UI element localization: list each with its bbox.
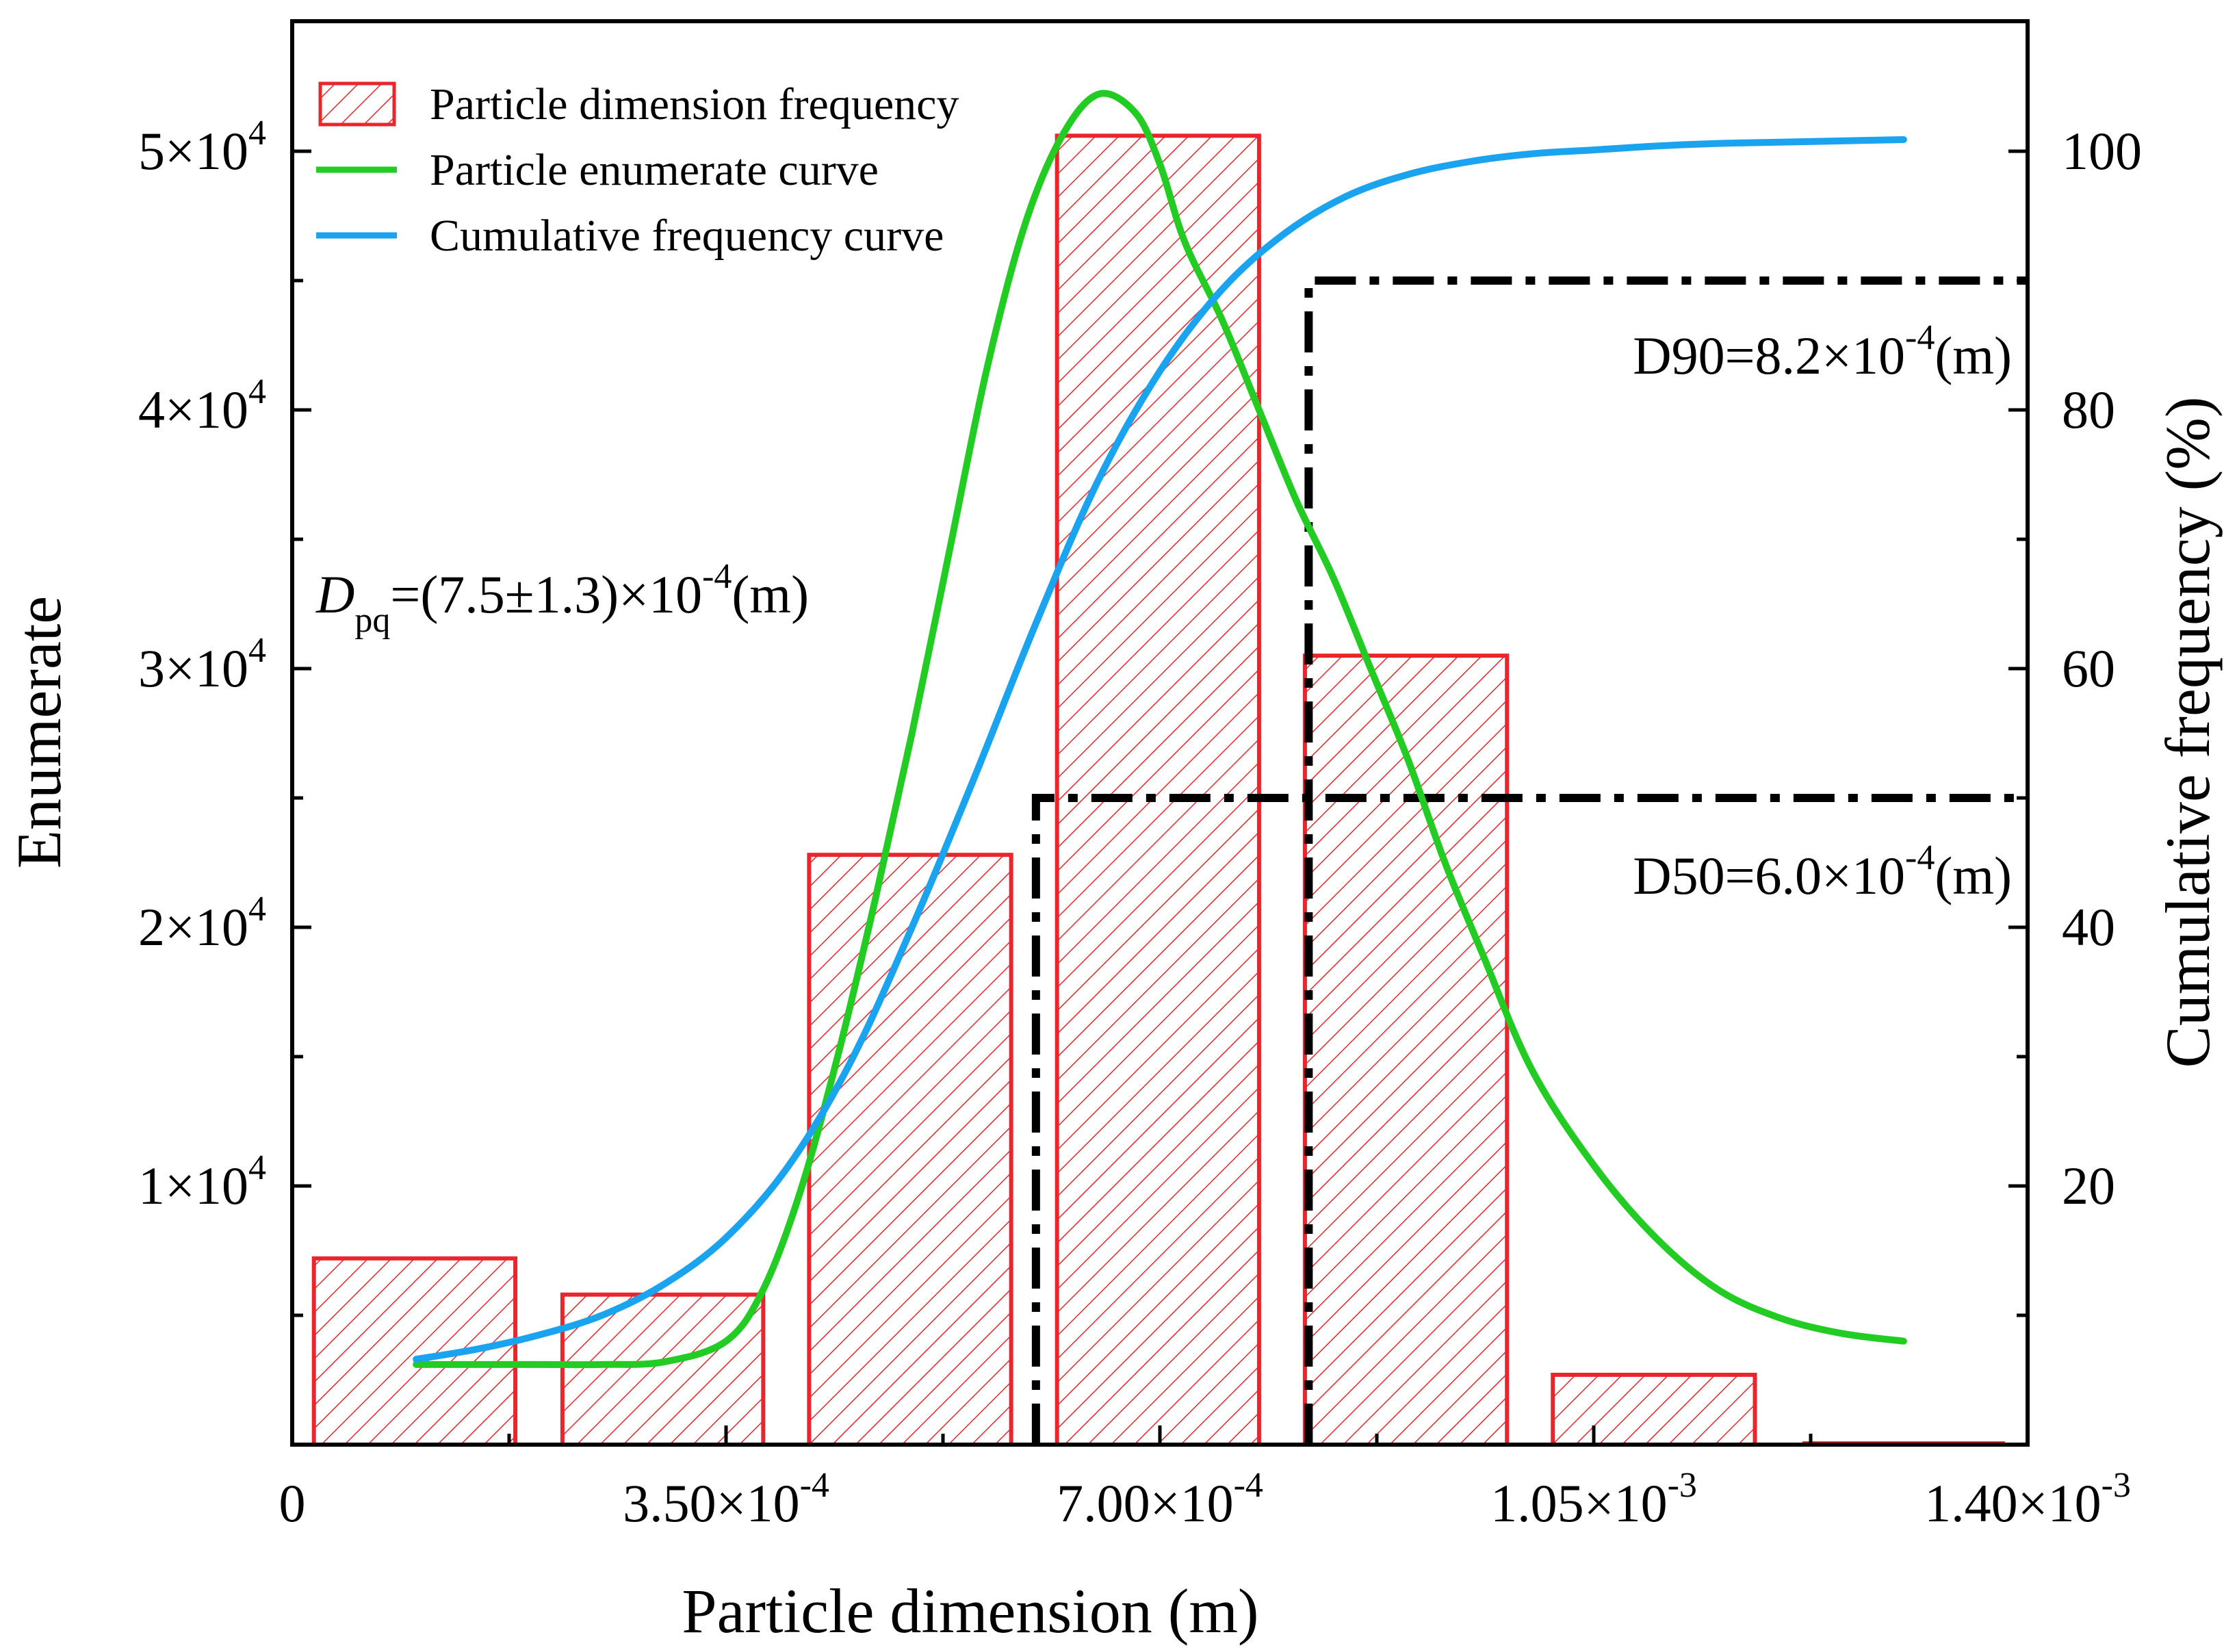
y-tick-label-1: 2×104 [138, 890, 266, 957]
curves [413, 90, 1907, 1369]
reference-line-d50 [1031, 794, 2028, 1445]
x-axis-ticks: 0 3.50×10-4 7.00×10-4 1.05×10-3 1.40×10-3 [279, 1425, 2131, 1533]
y2-axis-ticks: 20 40 60 80 100 [2008, 121, 2142, 1317]
y2-tick-label-1: 40 [2062, 897, 2115, 957]
histogram-bar-5 [1302, 654, 1510, 1447]
d50-annotation: D50=6.0×10-4(m) [1633, 838, 2012, 905]
x-tick-label-0: 0 [279, 1473, 306, 1533]
y2-tick-label-2: 60 [2062, 638, 2115, 698]
legend-label-bars: Particle dimension frequency [430, 79, 959, 129]
histogram-bar-1 [311, 1256, 518, 1447]
y2-axis-title: Cumulative frequency (%) [2153, 397, 2223, 1068]
x-tick-label-3: 1.05×10-3 [1490, 1466, 1697, 1533]
enumerate-curve [413, 90, 1907, 1369]
dpq-annotation: Dpq=(7.5±1.3)×10-4(m) [315, 557, 809, 640]
y-tick-label-0: 1×104 [138, 1148, 266, 1215]
legend: Particle dimension frequency Particle en… [316, 79, 959, 261]
histogram-bar-3 [807, 853, 1013, 1447]
y2-tick-label-3: 80 [2062, 380, 2115, 439]
legend-label-enumerate: Particle enumerate curve [430, 145, 879, 195]
x-tick-label-2: 7.00×10-4 [1057, 1466, 1263, 1533]
legend-bar-swatch [318, 81, 396, 127]
y-axis-ticks: 1×104 2×104 3×104 4×104 5×104 [138, 114, 311, 1317]
x-tick-label-1: 3.50×10-4 [623, 1466, 829, 1533]
reference-lines [1031, 276, 2028, 1445]
histogram-bar-6 [1551, 1372, 1757, 1447]
cumulative-frequency-curve [413, 135, 1907, 1363]
x-axis-title: Particle dimension (m) [682, 1576, 1258, 1646]
d90-annotation: D90=8.2×10-4(m) [1633, 318, 2012, 385]
reference-line-d90 [1304, 276, 2028, 1445]
y2-tick-label-0: 20 [2062, 1156, 2115, 1215]
histogram-bars [311, 133, 2005, 1447]
y-tick-label-3: 4×104 [138, 372, 266, 439]
x-tick-label-4: 1.40×10-3 [1924, 1466, 2131, 1533]
y-axis-title: Enumerate [4, 596, 74, 868]
histogram-bar-4 [1055, 133, 1261, 1447]
y2-tick-label-4: 100 [2062, 121, 2142, 181]
legend-label-cumulative: Cumulative frequency curve [430, 211, 944, 261]
y-tick-label-4: 5×104 [138, 114, 266, 181]
y-tick-label-2: 3×104 [138, 631, 266, 698]
